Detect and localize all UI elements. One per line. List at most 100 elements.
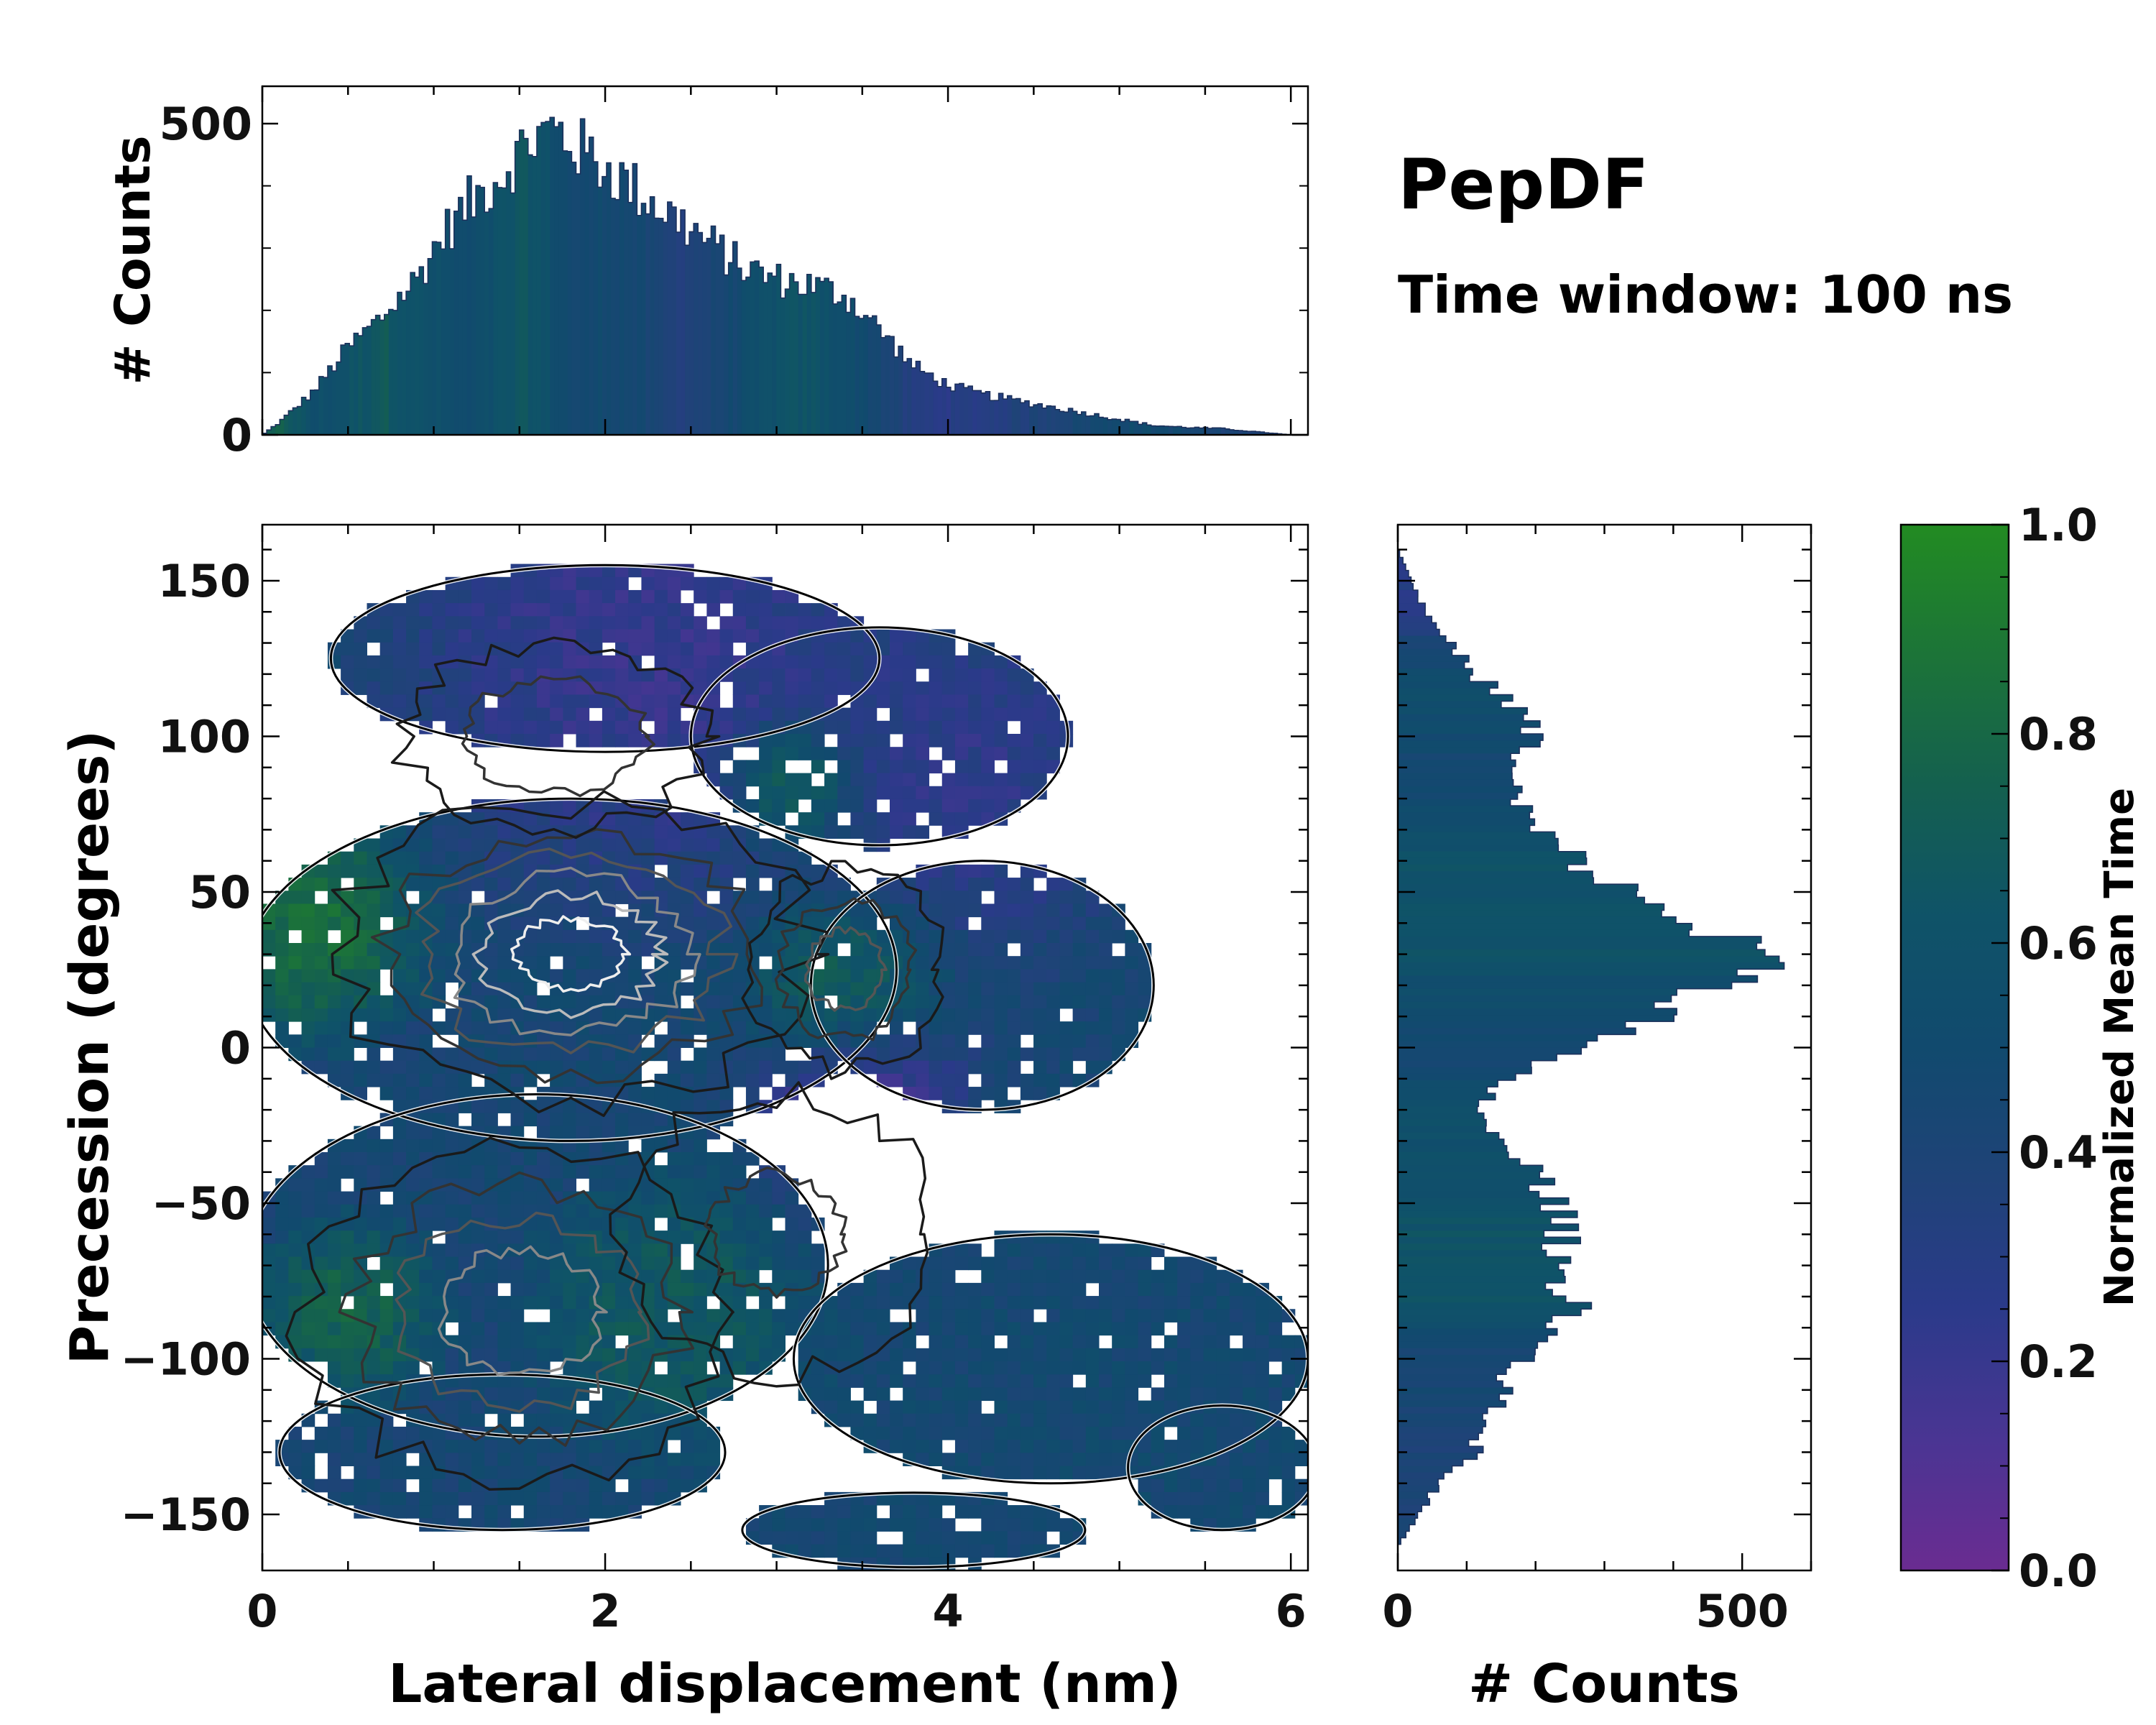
heatmap-cell (484, 1348, 498, 1362)
heatmap-cell (536, 1491, 550, 1506)
heatmap-cell (484, 969, 498, 983)
heatmap-cell (903, 1518, 916, 1532)
heatmap-cell (772, 1518, 786, 1532)
heatmap-cell (929, 786, 943, 800)
heatmap-cell (811, 864, 825, 878)
heatmap-cell (262, 929, 276, 944)
heatmap-cell (759, 851, 773, 865)
heatmap-cell (694, 891, 707, 904)
heatmap-cell (954, 1544, 969, 1558)
heatmap-cell (536, 616, 550, 630)
heatmap-cell (510, 929, 525, 944)
heatmap-cell (732, 1269, 747, 1284)
heatmap-cell (1190, 1361, 1204, 1375)
heatmap-cell (1190, 1478, 1204, 1493)
heatmap-cell (1046, 878, 1060, 891)
heatmap-cell (367, 668, 381, 682)
heatmap-cell (1059, 1348, 1074, 1362)
heatmap-cell (563, 799, 576, 813)
heatmap-cell (968, 1505, 982, 1519)
right-hist-bar (1398, 1289, 1553, 1297)
heatmap-cell (379, 1269, 394, 1284)
heatmap-cell (981, 969, 995, 983)
heatmap-cell (354, 1256, 367, 1271)
heatmap-cell (589, 681, 603, 695)
heatmap-cell (1033, 1374, 1047, 1388)
main-ytick-label: −50 (152, 1177, 251, 1230)
heatmap-cell (536, 956, 550, 970)
heatmap-cell (1138, 982, 1152, 996)
heatmap-cell (654, 629, 668, 643)
heatmap-cell (667, 1034, 681, 1048)
heatmap-cell (1033, 1426, 1047, 1440)
heatmap-cell (392, 1087, 407, 1100)
right-hist-bar (1398, 701, 1501, 709)
heatmap-cell (759, 1309, 773, 1322)
right-hist-bar (1398, 1505, 1422, 1512)
heatmap-cell (458, 1165, 472, 1179)
heatmap-cell (694, 878, 707, 891)
colorbar: 1.00.80.60.40.20.0 Normalized Mean Time (1899, 499, 2143, 1597)
heatmap-cell (327, 1322, 341, 1336)
heatmap-cell (445, 1296, 459, 1310)
heatmap-cell (1190, 1296, 1204, 1310)
heatmap-cell (1243, 1478, 1256, 1493)
heatmap-cell (563, 956, 576, 970)
heatmap-cell (1216, 1282, 1230, 1297)
right-hist-bar (1398, 1106, 1478, 1114)
heatmap-cell (392, 681, 407, 695)
heatmap-cell (641, 629, 655, 643)
heatmap-cell (994, 1282, 1008, 1297)
heatmap-cell (890, 720, 903, 735)
heatmap-cell (876, 1348, 890, 1362)
heatmap-cell (458, 1243, 472, 1257)
right-hist-bar (1398, 688, 1490, 696)
heatmap-cell (1059, 982, 1074, 996)
top-hist-bar (1173, 426, 1178, 435)
top-hist-bar (1260, 431, 1265, 435)
heatmap-cell (929, 707, 943, 722)
heatmap-cell (432, 1204, 446, 1218)
heatmap-cell (798, 1034, 812, 1048)
heatmap-cell (354, 891, 367, 904)
heatmap-cell (916, 773, 930, 787)
heatmap-cell (863, 1309, 877, 1322)
heatmap-cell (654, 1256, 668, 1271)
heatmap-cell (563, 603, 576, 617)
heatmap-cell (954, 786, 969, 800)
heatmap-cell (916, 734, 930, 748)
top-hist-bar (1186, 428, 1191, 435)
heatmap-cell (327, 1008, 341, 1022)
top-hist-bar (271, 426, 276, 435)
heatmap-cell (301, 916, 315, 931)
heatmap-cell (941, 1400, 956, 1414)
heatmap-cell (354, 1243, 367, 1257)
heatmap-cell (981, 1518, 995, 1532)
heatmap-cell (602, 878, 616, 891)
heatmap-cell (275, 1008, 289, 1022)
heatmap-cell (523, 1440, 538, 1453)
top-hist-bar (1177, 426, 1182, 435)
heatmap-cell (1125, 1256, 1139, 1271)
heatmap-cell (706, 1178, 721, 1192)
heatmap-cell (523, 982, 538, 996)
heatmap-cell (458, 1152, 472, 1166)
heatmap-cell (602, 681, 616, 695)
top-hist-bar (1003, 399, 1008, 435)
main-xtick-label: 0 (247, 1585, 277, 1637)
heatmap-cell (968, 720, 982, 735)
heatmap-cell (929, 1505, 943, 1519)
heatmap-cell (968, 1335, 982, 1349)
heatmap-cell (903, 642, 916, 656)
heatmap-cell (536, 589, 550, 604)
heatmap-cell (1099, 982, 1112, 996)
heatmap-cell (667, 1073, 681, 1087)
top-hist-bar (846, 312, 852, 435)
top-hist-bar (1151, 426, 1156, 435)
heatmap-cell (994, 1073, 1008, 1087)
heatmap-cell (458, 851, 472, 865)
heatmap-cell (1046, 982, 1060, 996)
heatmap-cell (589, 929, 603, 944)
heatmap-cell (563, 707, 576, 722)
top-hist-bar (745, 277, 751, 435)
